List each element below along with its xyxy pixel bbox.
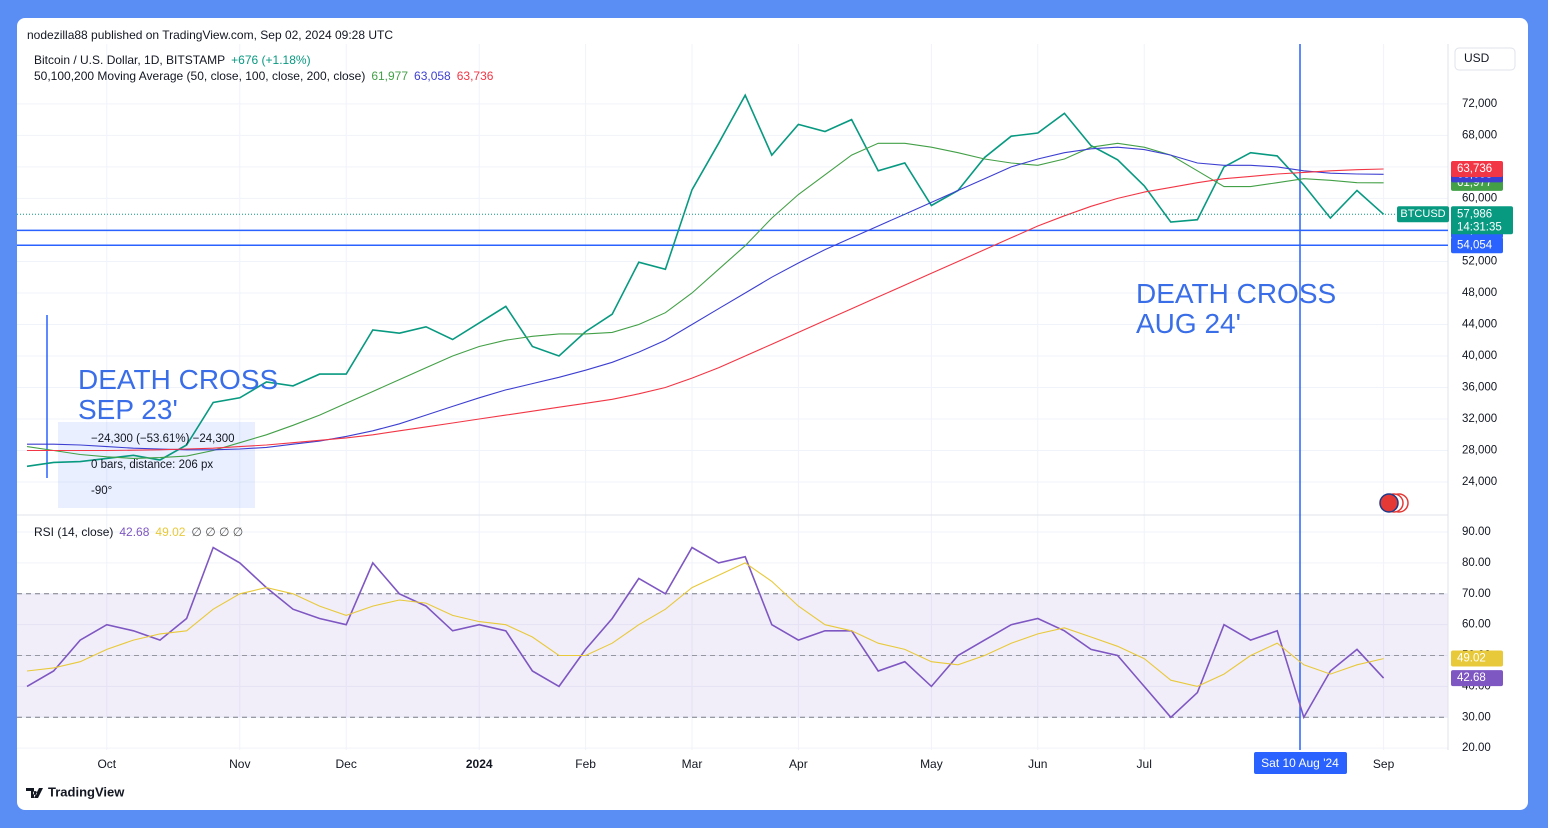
x-tick-label: Mar	[682, 757, 703, 771]
y-tick-label: 68,000	[1462, 129, 1497, 141]
x-tick-label: Jul	[1137, 757, 1152, 771]
x-tick-label: Nov	[229, 757, 250, 771]
rsi-title: RSI (14, close)	[34, 525, 114, 539]
price-tag	[1451, 206, 1513, 235]
price-tag-label: 49.02	[1457, 653, 1486, 665]
x-tick-label: 2024	[466, 757, 493, 771]
annotation: DEATH CROSS SEP 23'	[78, 365, 278, 425]
x-tick-label: Dec	[336, 757, 357, 771]
symbol-tag-label: BTCUSD	[1400, 208, 1445, 220]
tv-logo	[26, 788, 43, 798]
ma-value: 61,977	[371, 69, 409, 83]
annotation-line: SEP 23'	[78, 394, 178, 425]
annotation-line: AUG 24'	[1136, 308, 1241, 339]
rsi-flags: ∅ ∅ ∅ ∅	[191, 525, 244, 539]
y-tick-label: 28,000	[1462, 445, 1497, 457]
x-tick-label: May	[920, 757, 943, 771]
x-tick-label: Oct	[97, 757, 116, 771]
symbol-change: +676 (+1.18%)	[231, 53, 311, 67]
ma-title: 50,100,200 Moving Average (50, close, 10…	[34, 69, 366, 83]
y-tick-label: 40,000	[1462, 350, 1497, 362]
price-tag	[1451, 160, 1503, 177]
y-tick-label: 70.00	[1462, 588, 1491, 600]
measure-text: 0 bars, distance: 206 px	[91, 459, 214, 471]
series-line	[26, 562, 1384, 687]
y-tick-label: 44,000	[1462, 319, 1497, 331]
series-line	[27, 168, 1384, 452]
annotation-line: DEATH CROSS	[1136, 278, 1337, 309]
flag-icon[interactable]	[1379, 493, 1409, 513]
measure-text: −24,300 (−53.61%) −24,300	[91, 433, 235, 445]
crosshair-label: Sat 10 Aug '24	[1261, 756, 1339, 770]
x-tick-label: Apr	[789, 757, 808, 771]
rsi-value: 49.02	[155, 525, 186, 539]
y-tick-label: 90.00	[1462, 526, 1491, 538]
price-tag	[1451, 650, 1503, 667]
flag-ring	[1379, 493, 1399, 513]
measure-text: -90°	[91, 485, 113, 497]
tv-logo-mark	[26, 788, 43, 798]
ma-value: 63,058	[414, 69, 451, 83]
ma-value: 63,736	[456, 69, 494, 83]
currency: USD	[1464, 51, 1490, 65]
y-tick-label: 32,000	[1462, 413, 1497, 425]
x-tick-label: Jun	[1028, 757, 1047, 771]
price-tag-label: 63,736	[1457, 163, 1492, 175]
y-tick-label: 60.00	[1462, 619, 1491, 631]
rsi-value: 42.68	[119, 525, 150, 539]
symbol-tag	[1397, 206, 1449, 223]
price-tag-label: 57,986	[1457, 208, 1492, 220]
series-line	[26, 546, 1385, 720]
y-tick-label: 24,000	[1462, 476, 1497, 488]
rsi-legend: RSI (14, close) 42.68 49.02 ∅ ∅ ∅ ∅	[34, 525, 243, 539]
countdown-label: 14:31:35	[1457, 221, 1502, 233]
series-line	[26, 142, 1384, 459]
series-line	[27, 146, 1384, 451]
y-tick-label: 72,000	[1462, 98, 1497, 110]
y-tick-label: 30.00	[1462, 711, 1491, 723]
price-tag	[1451, 670, 1503, 687]
symbol-title: Bitcoin / U.S. Dollar, 1D, BITSTAMP	[34, 53, 226, 67]
crosshair-label-box	[1254, 752, 1347, 774]
price-tag-label: 42.68	[1457, 672, 1486, 684]
y-tick-label: 60,000	[1462, 192, 1497, 204]
y-tick-label: 52,000	[1462, 255, 1497, 267]
series-line	[26, 93, 1385, 468]
header-row: nodezilla88 published on TradingView.com…	[27, 28, 393, 42]
price-tag	[1451, 237, 1503, 254]
annotation-line: DEATH CROSS	[78, 364, 279, 395]
x-tick-label: Feb	[575, 757, 596, 771]
chart-card: USD Sat 10 Aug '24 TradingView Oct Nov Dec…	[17, 18, 1528, 810]
price-tag-label: 54,054	[1457, 239, 1493, 251]
measure-box	[58, 422, 255, 508]
y-tick-label: 20.00	[1462, 742, 1491, 754]
y-tick-label: 80.00	[1462, 557, 1491, 569]
y-tick-label: 48,000	[1462, 287, 1497, 299]
y-tick-label: 36,000	[1462, 382, 1497, 394]
x-tick-label: Sep	[1373, 757, 1395, 771]
currency-box[interactable]	[1454, 47, 1516, 71]
annotation: DEATH CROSS AUG 24'	[1136, 279, 1336, 339]
brand: TradingView	[48, 784, 125, 799]
price-legend: Bitcoin / U.S. Dollar, 1D, BITSTAMP +676…	[34, 53, 311, 67]
ma-legend: 50,100,200 Moving Average (50, close, 10…	[34, 69, 493, 83]
chart: USD Sat 10 Aug '24 TradingView Oct Nov Dec…	[17, 44, 1516, 799]
header: nodezilla88 published on TradingView.com…	[27, 28, 394, 42]
